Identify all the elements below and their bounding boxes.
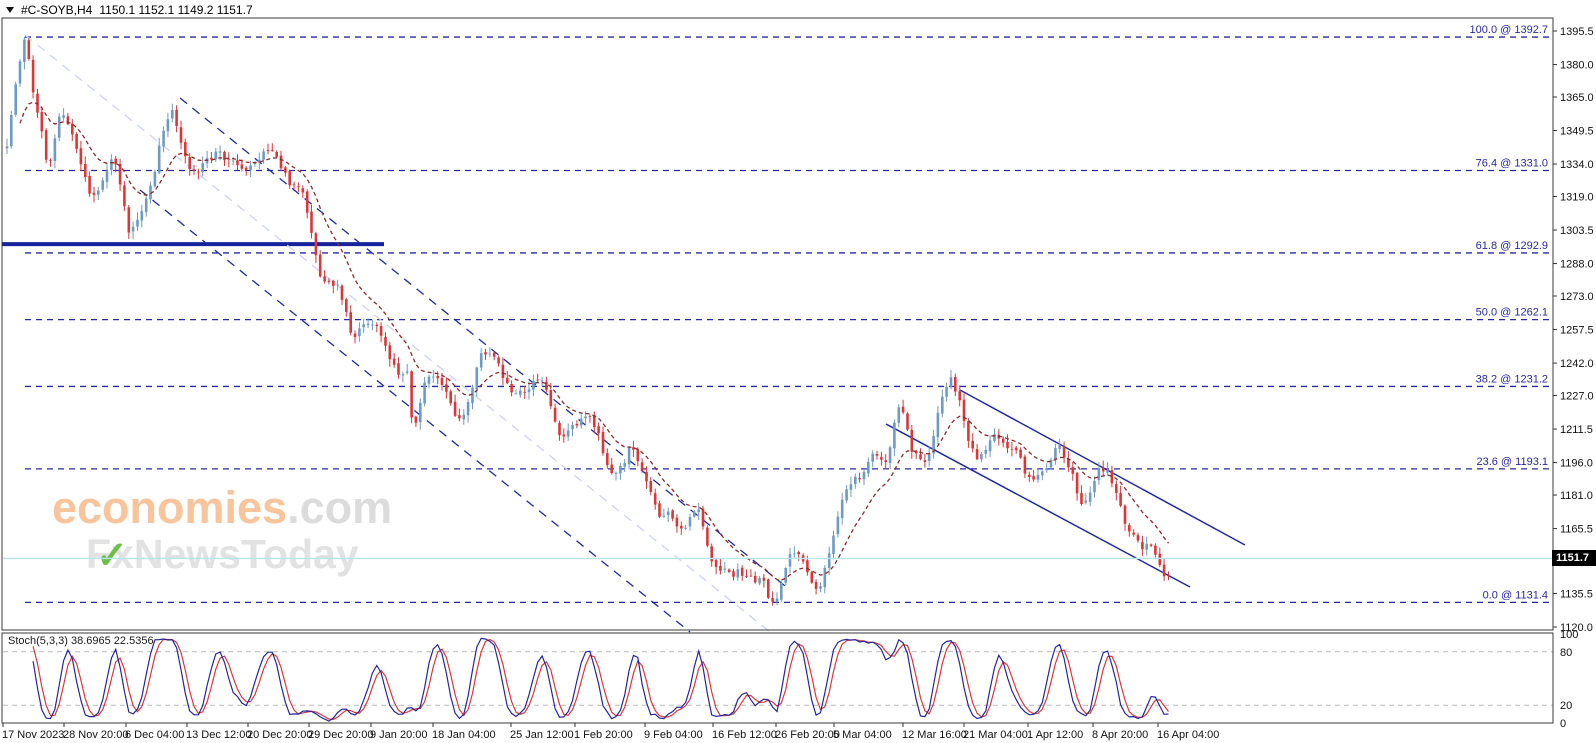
symbol-label: #C-SOYB,H4	[21, 3, 93, 17]
date-label: 13 Dec 12:00	[186, 729, 251, 741]
date-label: 12 Mar 16:00	[902, 729, 967, 741]
fib-label: 23.6 @ 1193.1	[1476, 456, 1548, 468]
candlesticks	[5, 36, 1170, 606]
date-label: 8 Apr 20:00	[1092, 729, 1148, 741]
price-tick-label: 1395.5	[1560, 26, 1594, 38]
fib-label: 50.0 @ 1262.1	[1476, 307, 1548, 319]
current-price-tag: 1151.7	[1552, 550, 1596, 566]
indicator-label: Stoch(5,3,3) 38.6965 22.5356	[8, 635, 154, 647]
symbol-title: #C-SOYB,H4 1150.1 1152.1 1149.2 1151.7	[6, 3, 253, 17]
stoch-level-label: 0	[1560, 718, 1566, 730]
price-tick-label: 1365.0	[1560, 92, 1594, 104]
price-tick-label: 1196.0	[1560, 458, 1593, 470]
check-icon: ✓	[96, 535, 128, 577]
date-label: 18 Jan 04:00	[432, 729, 496, 741]
date-label: 17 Nov 2023	[2, 729, 64, 741]
date-label: 1 Feb 20:00	[574, 729, 633, 741]
price-tick-label: 1349.5	[1560, 126, 1594, 138]
date-label: 1 Apr 12:00	[1027, 729, 1083, 741]
date-label: 16 Apr 04:00	[1157, 729, 1219, 741]
fib-label: 61.8 @ 1292.9	[1476, 240, 1548, 252]
fib-label: 76.4 @ 1331.0	[1476, 158, 1548, 170]
price-tick-label: 1181.0	[1560, 490, 1593, 502]
fibonacci-levels: 100.0 @ 1392.7 76.4 @ 1331.0 61.8 @ 1292.9…	[25, 24, 1553, 603]
date-label: 9 Jan 20:00	[370, 729, 428, 741]
stoch-level-label: 100	[1560, 629, 1578, 641]
date-label: 21 Mar 04:00	[963, 729, 1028, 741]
price-tick-label: 1227.0	[1560, 391, 1594, 403]
stoch-level-label: 80	[1560, 647, 1572, 659]
fib-label: 0.0 @ 1131.4	[1483, 589, 1548, 601]
price-tick-label: 1319.0	[1560, 191, 1594, 203]
stochastic-panel: 100 80 20 0	[3, 629, 1578, 730]
date-label: 6 Dec 04:00	[125, 729, 184, 741]
channel-line-dashed[interactable]	[179, 97, 791, 591]
ohlc-quotes: 1150.1 1152.1 1149.2 1151.7	[99, 3, 253, 17]
date-label: 26 Feb 20:00	[775, 729, 840, 741]
price-tick-label: 1242.0	[1560, 358, 1594, 370]
price-tick-label: 1120.0	[1560, 622, 1593, 634]
date-label: 20 Dec 20:00	[247, 729, 312, 741]
date-label: 16 Feb 12:00	[712, 729, 777, 741]
date-label: 5 Mar 04:00	[833, 729, 892, 741]
price-tick-label: 1303.5	[1560, 225, 1594, 237]
date-label: 25 Jan 12:00	[510, 729, 574, 741]
date-label: 29 Dec 20:00	[308, 729, 373, 741]
down-candle-wicks	[28, 38, 1169, 606]
price-axis[interactable]: 1395.5 1380.0 1365.0 1349.5 1334.0 1319.0 1303…	[1553, 26, 1594, 634]
channel-line-dashed[interactable]	[24, 34, 771, 633]
watermark-tagline: FxNewsToday	[86, 531, 359, 577]
channel-line-dashed[interactable]	[139, 189, 691, 633]
channel-line-solid[interactable]	[959, 389, 1246, 546]
price-tick-label: 1288.0	[1560, 259, 1594, 271]
price-tick-label: 1334.0	[1560, 159, 1594, 171]
symbol-dropdown-icon[interactable]	[6, 7, 14, 13]
channel-line-solid[interactable]	[885, 423, 1191, 588]
price-tick-label: 1257.5	[1560, 325, 1594, 337]
date-label: 28 Nov 20:00	[63, 729, 128, 741]
fib-label: 100.0 @ 1392.7	[1470, 24, 1548, 36]
up-candle-bodies	[5, 39, 1148, 602]
price-tick-label: 1380.0	[1560, 60, 1594, 72]
down-candle-bodies	[27, 40, 1170, 602]
date-label: 9 Feb 04:00	[644, 729, 703, 741]
trend-lines[interactable]	[2, 34, 1246, 633]
price-tick-label: 1135.5	[1560, 588, 1593, 600]
watermark-brand: economies.com	[52, 482, 393, 533]
price-tick-label: 1165.5	[1560, 524, 1593, 536]
stoch-k-line	[32, 637, 1169, 722]
stoch-level-label: 20	[1560, 700, 1572, 712]
fib-label: 38.2 @ 1231.2	[1476, 373, 1548, 385]
moving-average-line[interactable]	[19, 101, 1170, 581]
price-tick-label: 1273.0	[1560, 291, 1594, 303]
price-tick-label: 1211.5	[1560, 424, 1593, 436]
up-candle-wicks	[6, 36, 1148, 606]
